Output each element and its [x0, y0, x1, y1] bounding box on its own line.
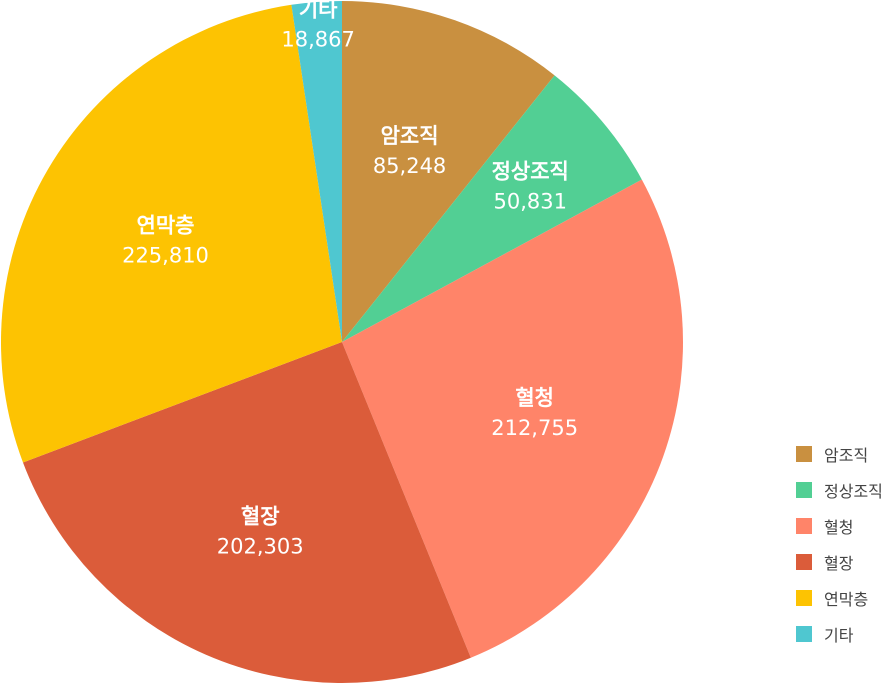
slice-category-label: 연막층 [137, 213, 195, 237]
legend-swatch [796, 482, 812, 498]
slice-category-label: 혈청 [515, 386, 554, 410]
legend-item[interactable]: 혈장 [796, 552, 883, 573]
legend-label: 혈청 [824, 518, 854, 537]
legend-item[interactable]: 연막층 [796, 588, 883, 609]
legend-swatch [796, 554, 812, 570]
pie-slice[interactable] [1, 4, 343, 463]
slice-value-label: 18,867 [281, 27, 354, 51]
slice-category-label: 기타 [299, 0, 338, 21]
pie-slice[interactable] [342, 1, 555, 342]
pie-slice[interactable] [342, 75, 642, 343]
legend-item[interactable]: 암조직 [796, 444, 883, 465]
pie-slice[interactable] [291, 1, 342, 342]
legend-label: 기타 [824, 626, 854, 645]
legend-item[interactable]: 혈청 [796, 516, 883, 537]
pie-slice[interactable] [22, 342, 471, 683]
legend-label: 정상조직 [824, 482, 883, 501]
slice-category-label: 정상조직 [492, 159, 569, 183]
legend-swatch [796, 626, 812, 642]
slice-value-label: 50,831 [494, 189, 567, 213]
legend-item[interactable]: 기타 [796, 624, 883, 645]
slice-category-label: 암조직 [381, 124, 439, 148]
slice-value-label: 212,755 [491, 416, 578, 440]
legend-swatch [796, 446, 812, 462]
legend: 암조직 정상조직 혈청 혈장 연막층 기타 [796, 444, 883, 660]
legend-swatch [796, 590, 812, 606]
slice-category-label: 혈장 [241, 505, 280, 529]
legend-label: 암조직 [824, 446, 869, 465]
legend-swatch [796, 518, 812, 534]
legend-label: 혈장 [824, 554, 854, 573]
slice-value-label: 225,810 [122, 243, 209, 267]
slice-value-label: 202,303 [217, 535, 304, 559]
slice-value-label: 85,248 [373, 154, 446, 178]
legend-item[interactable]: 정상조직 [796, 480, 883, 501]
pie-slice[interactable] [342, 179, 684, 658]
legend-label: 연막층 [824, 590, 869, 609]
